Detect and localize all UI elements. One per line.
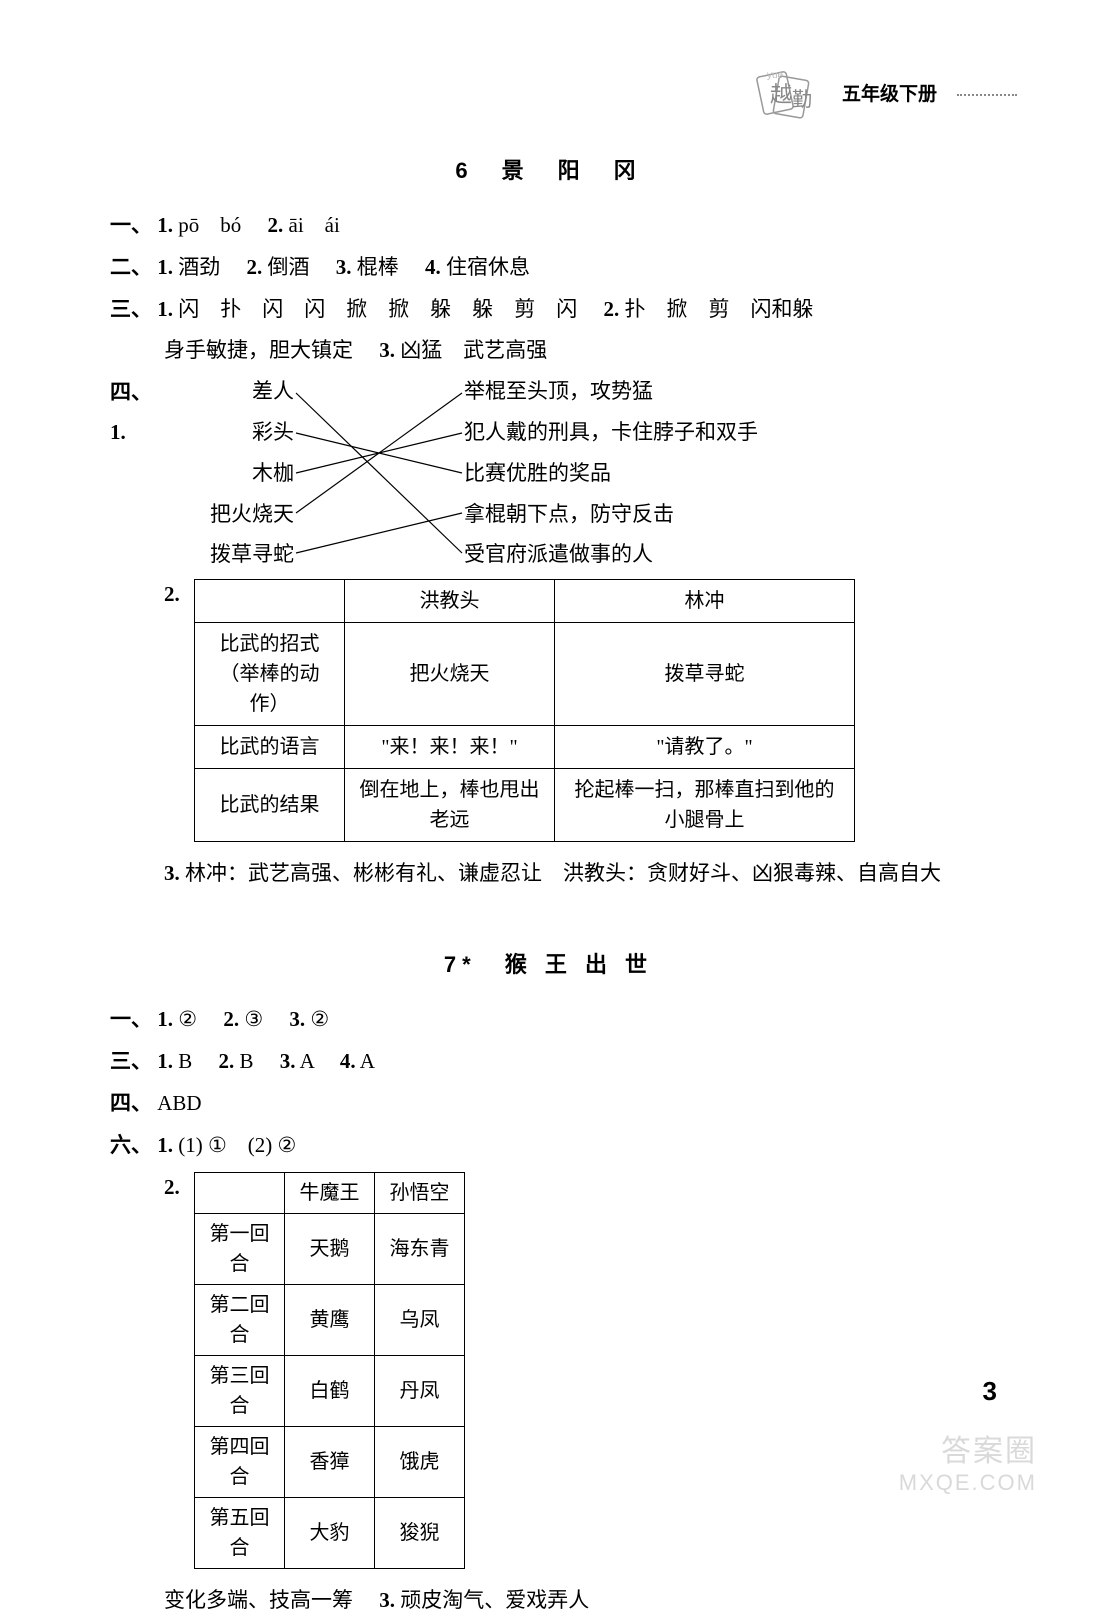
match-right-item: 举棍至头顶，攻势猛	[464, 373, 864, 410]
table-header-cell: 孙悟空	[375, 1172, 465, 1213]
l7-q6-2: 2. 牛魔王孙悟空第一回合天鹅海东青第二回合黄鹰乌凤第三回合白鹤丹凤第四回合香獐…	[164, 1168, 987, 1579]
table-cell: 比武的招式（举棒的动作）	[195, 623, 345, 726]
matching-diagram: 差人彩头木枷把火烧天拨草寻蛇 举棍至头顶，攻势猛犯人戴的刑具，卡住脖子和双手比赛…	[164, 373, 987, 573]
match-left-item: 把火烧天	[164, 496, 294, 533]
l7-q3: 三、 1. B 2. B 3. A 4. A	[110, 1042, 987, 1082]
match-left-item: 木枷	[164, 455, 294, 492]
l6-q4-2: 2. 洪教头林冲比武的招式（举棒的动作）把火烧天拨草寻蛇比武的语言"来！来！来！…	[164, 575, 987, 852]
l7-q6-tail: 变化多端、技高一筹 3. 顽皮淘气、爱戏弄人	[110, 1581, 987, 1621]
table-cell: 第三回合	[195, 1355, 285, 1426]
match-right-item: 比赛优胜的奖品	[464, 455, 864, 492]
table-cell: 比武的结果	[195, 769, 345, 842]
table-header-cell: 林冲	[555, 580, 855, 623]
table-cell: 第四回合	[195, 1426, 285, 1497]
table-cell: 第一回合	[195, 1213, 285, 1284]
page-number: 3	[983, 1367, 997, 1416]
match-right-item: 受官府派遣做事的人	[464, 536, 864, 573]
l6-q3-line2: 身手敏捷，胆大镇定 3. 凶猛 武艺高强	[110, 331, 987, 371]
l6-q4-3: 3. 林冲：武艺高强、彬彬有礼、谦虚忍让 洪教头：贪财好斗、凶狠毒辣、自高自大	[110, 854, 987, 894]
table-header-cell: 牛魔王	[285, 1172, 375, 1213]
match-left-item: 差人	[164, 373, 294, 410]
table-cell: 海东青	[375, 1213, 465, 1284]
table-cell: 第二回合	[195, 1284, 285, 1355]
table-cell: 饿虎	[375, 1426, 465, 1497]
page-header: yue 越 勤 五年级下册	[742, 60, 1017, 130]
table-row: 第三回合白鹤丹凤	[195, 1355, 465, 1426]
l6-q2: 二、 1. 酒劲 2. 倒酒 3. 棍棒 4. 住宿休息	[110, 248, 987, 288]
l7-q1: 一、 1. ② 2. ③ 3. ②	[110, 1000, 987, 1040]
table-row: 第五回合大豹狻猊	[195, 1497, 465, 1568]
l7-q4: 四、 ABD	[110, 1084, 987, 1124]
table-cell: 把火烧天	[345, 623, 555, 726]
table-row: 比武的招式（举棒的动作）把火烧天拨草寻蛇	[195, 623, 855, 726]
table-cell: "请教了。"	[555, 726, 855, 769]
table-cell: 天鹅	[285, 1213, 375, 1284]
table-header-cell	[195, 580, 345, 623]
match-left-item: 彩头	[164, 414, 294, 451]
table-cell: 拨草寻蛇	[555, 623, 855, 726]
table-row: 第一回合天鹅海东青	[195, 1213, 465, 1284]
table-cell: 大豹	[285, 1497, 375, 1568]
table-row: 比武的结果倒在地上，棒也甩出老远抡起棒一扫，那棒直扫到他的小腿骨上	[195, 769, 855, 842]
l7-q6-1: 六、 1. (1) ① (2) ②	[110, 1126, 987, 1166]
l6-table1: 洪教头林冲比武的招式（举棒的动作）把火烧天拨草寻蛇比武的语言"来！来！来！""请…	[194, 579, 855, 842]
l7-table2: 牛魔王孙悟空第一回合天鹅海东青第二回合黄鹰乌凤第三回合白鹤丹凤第四回合香獐饿虎第…	[194, 1172, 465, 1569]
watermark-line2: MXQE.COM	[899, 1470, 1037, 1496]
table-cell: 倒在地上，棒也甩出老远	[345, 769, 555, 842]
table-cell: "来！来！来！"	[345, 726, 555, 769]
table-cell: 丹凤	[375, 1355, 465, 1426]
lead: 一、	[110, 214, 152, 237]
table-header-cell: 洪教头	[345, 580, 555, 623]
watermark-line1: 答案圈	[899, 1434, 1037, 1470]
lesson7-title: 7* 猴 王 出 世	[110, 944, 987, 986]
table-cell: 狻猊	[375, 1497, 465, 1568]
table-row: 第二回合黄鹰乌凤	[195, 1284, 465, 1355]
svg-text:越: 越	[770, 82, 792, 107]
table-cell: 第五回合	[195, 1497, 285, 1568]
table-cell: 白鹤	[285, 1355, 375, 1426]
grade-label: 五年级下册	[842, 77, 937, 113]
lesson6-title: 6 景 阳 冈	[110, 150, 987, 192]
match-left-item: 拨草寻蛇	[164, 536, 294, 573]
svg-text:勤: 勤	[792, 88, 812, 111]
table-cell: 香獐	[285, 1426, 375, 1497]
l6-q4-1: 四、1. 差人彩头木枷把火烧天拨草寻蛇 举棍至头顶，攻势猛犯人戴的刑具，卡住脖子…	[110, 373, 987, 573]
header-dotline	[957, 94, 1017, 96]
table-row: 第四回合香獐饿虎	[195, 1426, 465, 1497]
table-cell: 乌凤	[375, 1284, 465, 1355]
l6-q3-line1: 三、 1. 闪 扑 闪 闪 掀 掀 躲 躲 剪 闪 2. 扑 掀 剪 闪和躲	[110, 290, 987, 330]
table-header-cell	[195, 1172, 285, 1213]
match-right-item: 犯人戴的刑具，卡住脖子和双手	[464, 414, 864, 451]
svg-text:yue: yue	[767, 70, 784, 81]
watermark: 答案圈 MXQE.COM	[899, 1434, 1037, 1496]
match-right-item: 拿棍朝下点，防守反击	[464, 496, 864, 533]
table-cell: 抡起棒一扫，那棒直扫到他的小腿骨上	[555, 769, 855, 842]
l6-q1: 一、 1. pō bó 2. āi ái	[110, 206, 987, 246]
logo-icon: yue 越 勤	[742, 60, 822, 130]
table-row: 比武的语言"来！来！来！""请教了。"	[195, 726, 855, 769]
table-cell: 黄鹰	[285, 1284, 375, 1355]
table-cell: 比武的语言	[195, 726, 345, 769]
